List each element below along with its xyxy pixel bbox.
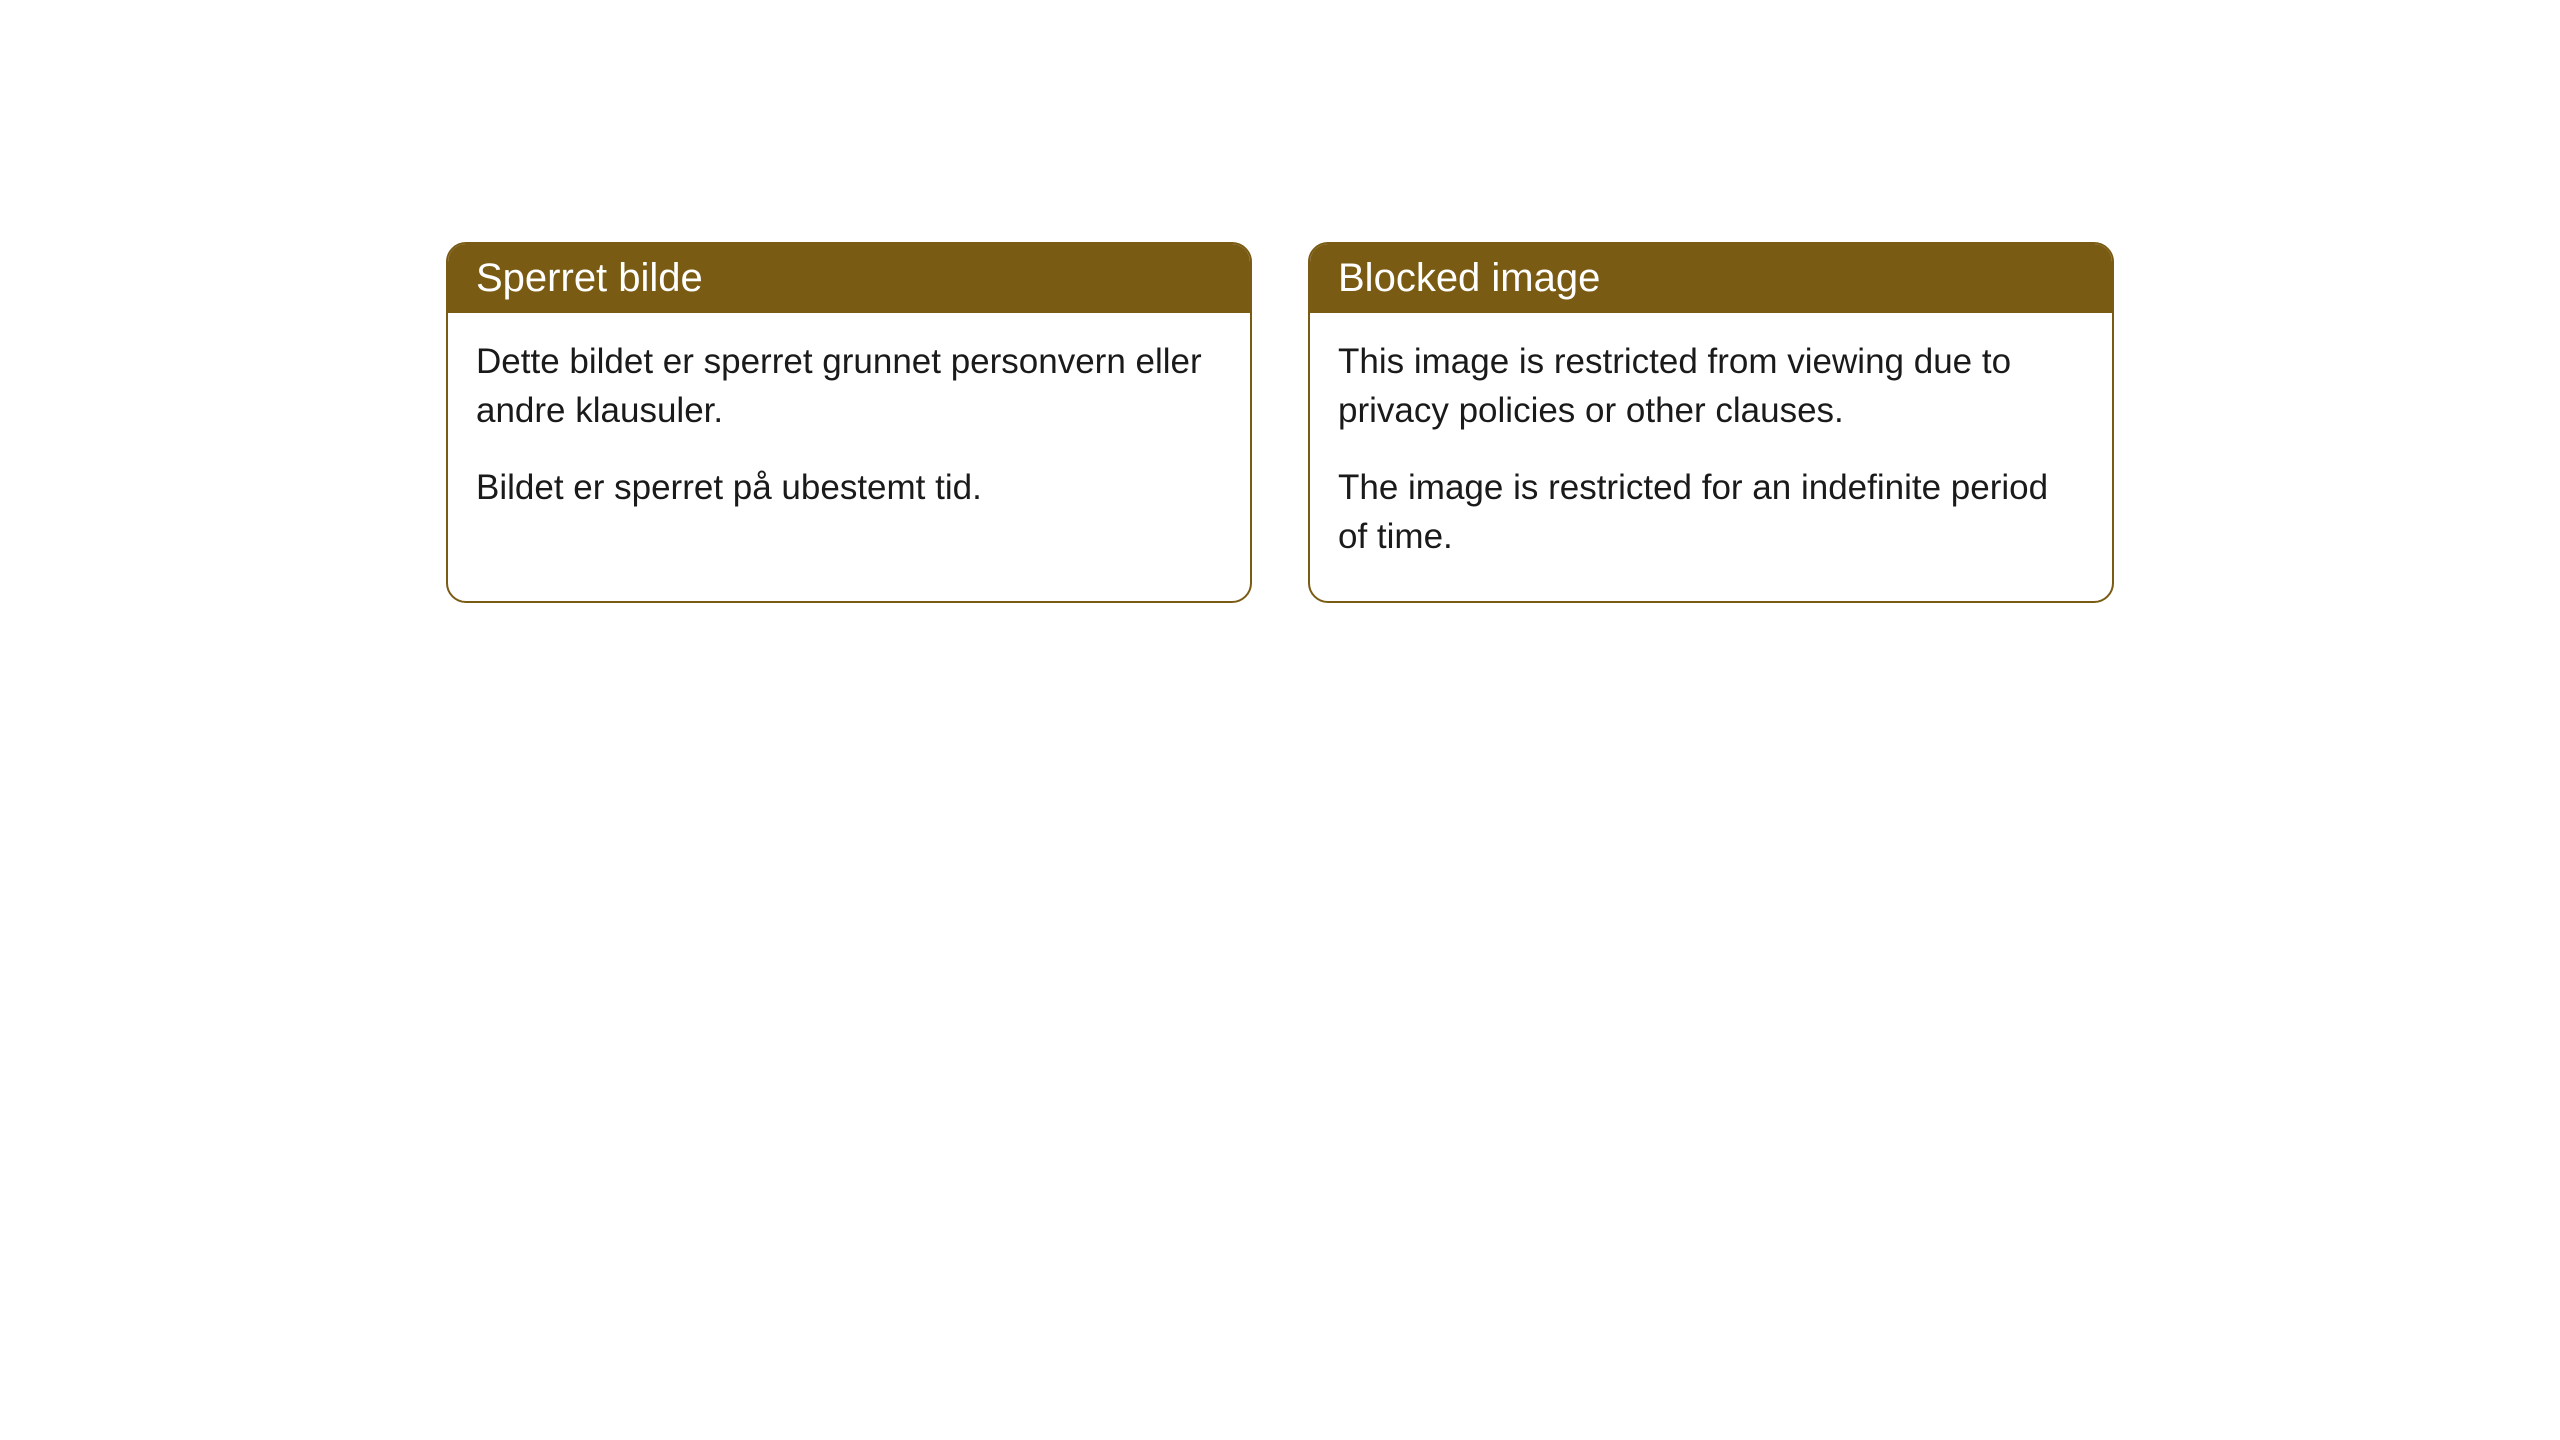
card-paragraph-1: Dette bildet er sperret grunnet personve…	[476, 337, 1222, 435]
card-paragraph-2: The image is restricted for an indefinit…	[1338, 463, 2084, 561]
card-body: This image is restricted from viewing du…	[1310, 313, 2112, 601]
notice-cards-container: Sperret bilde Dette bildet er sperret gr…	[446, 242, 2114, 603]
notice-card-norwegian: Sperret bilde Dette bildet er sperret gr…	[446, 242, 1252, 603]
card-paragraph-2: Bildet er sperret på ubestemt tid.	[476, 463, 1222, 512]
card-header: Sperret bilde	[448, 244, 1250, 313]
card-header: Blocked image	[1310, 244, 2112, 313]
notice-card-english: Blocked image This image is restricted f…	[1308, 242, 2114, 603]
card-body: Dette bildet er sperret grunnet personve…	[448, 313, 1250, 552]
card-paragraph-1: This image is restricted from viewing du…	[1338, 337, 2084, 435]
